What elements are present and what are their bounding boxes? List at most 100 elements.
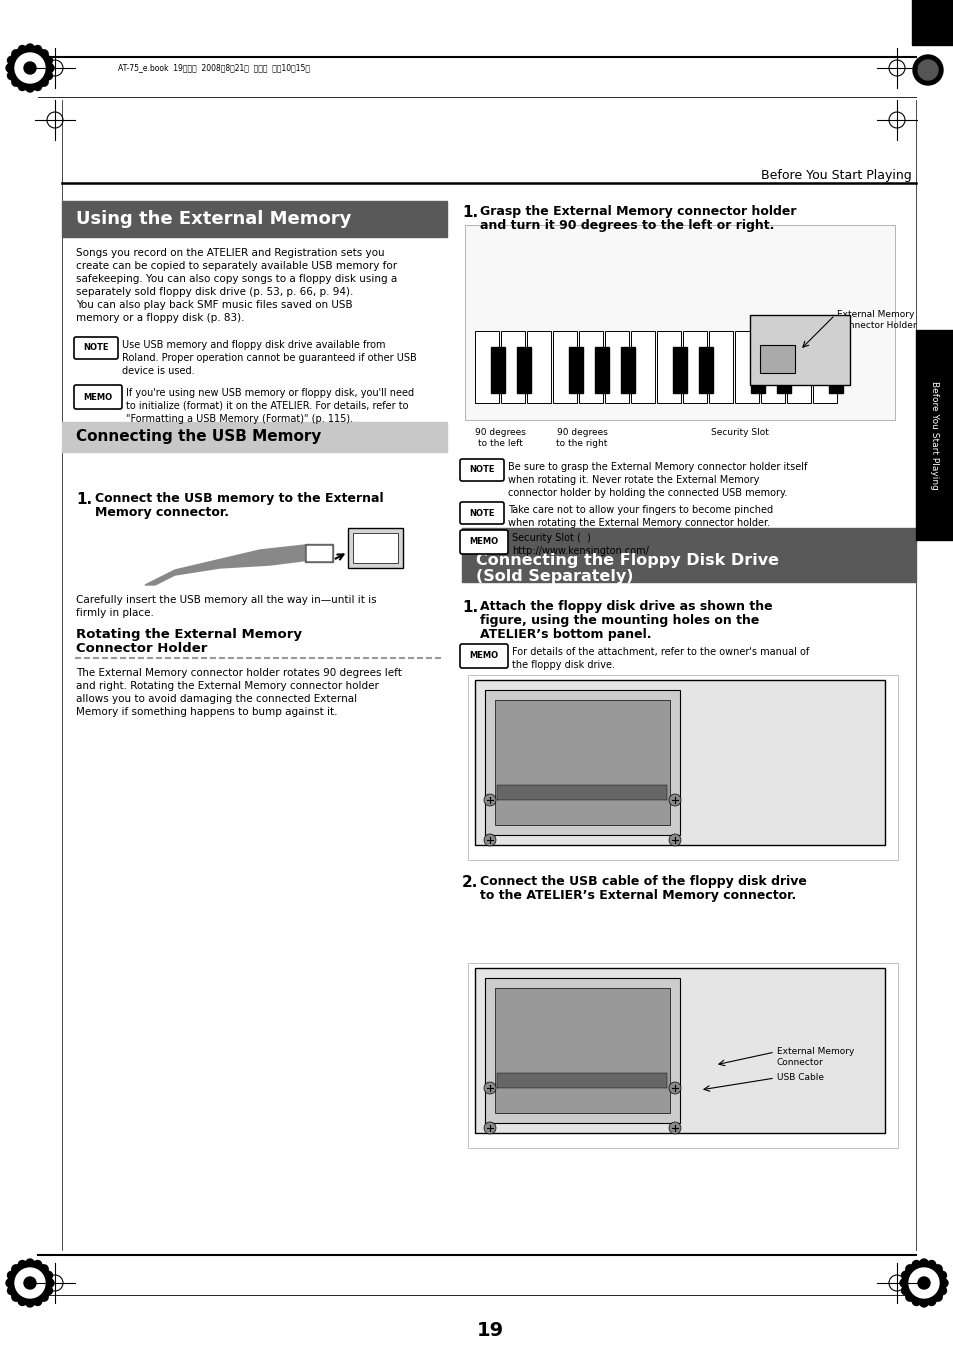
Bar: [491, 347, 504, 393]
Bar: [699, 347, 712, 393]
Bar: [682, 331, 706, 403]
Circle shape: [905, 1265, 913, 1273]
Circle shape: [24, 62, 36, 74]
Bar: [812, 331, 836, 403]
Bar: [495, 700, 669, 825]
Text: Carefully insert the USB memory all the way in—until it is: Carefully insert the USB memory all the …: [76, 594, 376, 605]
Bar: [749, 315, 849, 385]
Circle shape: [18, 1297, 27, 1305]
Text: Songs you record on the ATELIER and Registration sets you: Songs you record on the ATELIER and Regi…: [76, 249, 384, 258]
FancyBboxPatch shape: [74, 385, 122, 409]
Polygon shape: [145, 544, 319, 585]
Circle shape: [18, 46, 27, 54]
Text: External Memory
Connector Holder: External Memory Connector Holder: [836, 309, 916, 330]
Bar: [786, 331, 810, 403]
Circle shape: [668, 1082, 680, 1094]
Text: figure, using the mounting holes on the: figure, using the mounting holes on the: [479, 613, 759, 627]
Circle shape: [933, 1293, 942, 1301]
Text: when rotating it. Never rotate the External Memory: when rotating it. Never rotate the Exter…: [507, 476, 759, 485]
Text: and right. Rotating the External Memory connector holder: and right. Rotating the External Memory …: [76, 681, 378, 690]
Text: the floppy disk drive.: the floppy disk drive.: [512, 661, 615, 670]
Text: NOTE: NOTE: [469, 508, 495, 517]
Circle shape: [919, 1300, 927, 1306]
Text: NOTE: NOTE: [83, 343, 109, 353]
Bar: [484, 978, 679, 1123]
Circle shape: [33, 1297, 42, 1305]
Circle shape: [11, 50, 20, 58]
Text: memory or a floppy disk (p. 83).: memory or a floppy disk (p. 83).: [76, 313, 244, 323]
Text: External Memory
Connector: External Memory Connector: [776, 1047, 854, 1067]
Circle shape: [46, 63, 54, 72]
Circle shape: [933, 1265, 942, 1273]
Circle shape: [905, 1293, 913, 1301]
Circle shape: [11, 1293, 20, 1301]
Bar: [484, 690, 679, 835]
Text: MEMO: MEMO: [469, 651, 498, 661]
Text: to the ATELIER’s External Memory connector.: to the ATELIER’s External Memory connect…: [479, 889, 796, 902]
Bar: [620, 347, 635, 393]
Bar: [464, 226, 894, 420]
Text: Roland. Proper operation cannot be guaranteed if other USB: Roland. Proper operation cannot be guara…: [122, 353, 416, 363]
Bar: [568, 347, 582, 393]
Text: firmly in place.: firmly in place.: [76, 608, 153, 617]
Bar: [475, 969, 884, 1133]
Circle shape: [912, 55, 942, 85]
Text: to initialize (format) it on the ATELIER. For details, refer to: to initialize (format) it on the ATELIER…: [126, 401, 408, 411]
Bar: [672, 347, 686, 393]
Text: 2.: 2.: [461, 875, 477, 890]
Circle shape: [939, 1279, 947, 1288]
Circle shape: [8, 1271, 15, 1279]
Text: Security Slot (  ): Security Slot ( ): [512, 534, 590, 543]
Bar: [553, 331, 577, 403]
Text: "Formatting a USB Memory (Format)" (p. 115).: "Formatting a USB Memory (Format)" (p. 1…: [126, 413, 353, 424]
Bar: [526, 331, 551, 403]
Bar: [776, 347, 790, 393]
Text: create can be copied to separately available USB memory for: create can be copied to separately avail…: [76, 261, 396, 272]
Text: http://www.kensington.com/: http://www.kensington.com/: [512, 546, 648, 557]
Circle shape: [26, 45, 34, 51]
Bar: [517, 347, 531, 393]
Text: For details of the attachment, refer to the owner's manual of: For details of the attachment, refer to …: [512, 647, 808, 657]
Circle shape: [901, 1260, 945, 1305]
Circle shape: [15, 1269, 45, 1298]
Circle shape: [8, 46, 52, 91]
Bar: [630, 331, 655, 403]
Text: AT-75_e.book  19ページ  2008年8月21日  木曜日  午弐10時15分: AT-75_e.book 19ページ 2008年8月21日 木曜日 午弐10時1…: [118, 63, 310, 73]
Text: Connecting the USB Memory: Connecting the USB Memory: [76, 430, 321, 444]
Circle shape: [668, 1121, 680, 1133]
Bar: [62, 422, 447, 453]
Bar: [734, 331, 759, 403]
Circle shape: [668, 834, 680, 846]
Text: (Sold Separately): (Sold Separately): [476, 569, 633, 584]
Text: You can also play back SMF music files saved on USB: You can also play back SMF music files s…: [76, 300, 353, 309]
Bar: [911, 0, 953, 45]
Circle shape: [33, 46, 42, 54]
Circle shape: [926, 1297, 935, 1305]
Bar: [760, 331, 784, 403]
Text: connector holder by holding the connected USB memory.: connector holder by holding the connecte…: [507, 488, 786, 499]
Circle shape: [901, 1286, 908, 1294]
Bar: [305, 544, 333, 562]
Bar: [604, 331, 628, 403]
FancyBboxPatch shape: [459, 459, 503, 481]
Circle shape: [908, 1269, 938, 1298]
Bar: [475, 680, 884, 844]
Text: Be sure to grasp the External Memory connector holder itself: Be sure to grasp the External Memory con…: [507, 462, 806, 471]
Circle shape: [938, 1286, 945, 1294]
Text: Attach the floppy disk drive as shown the: Attach the floppy disk drive as shown th…: [479, 600, 772, 613]
Circle shape: [40, 50, 48, 58]
Bar: [461, 528, 915, 582]
Circle shape: [26, 84, 34, 92]
Circle shape: [46, 1279, 54, 1288]
Circle shape: [911, 1260, 920, 1269]
Text: Connector Holder: Connector Holder: [76, 642, 207, 655]
FancyBboxPatch shape: [459, 644, 507, 667]
Text: NOTE: NOTE: [469, 466, 495, 474]
Bar: [750, 347, 764, 393]
Circle shape: [33, 82, 42, 91]
Circle shape: [18, 1260, 27, 1269]
Circle shape: [45, 57, 52, 65]
Bar: [500, 331, 524, 403]
Text: Memory if something happens to bump against it.: Memory if something happens to bump agai…: [76, 707, 337, 717]
Circle shape: [919, 1259, 927, 1267]
